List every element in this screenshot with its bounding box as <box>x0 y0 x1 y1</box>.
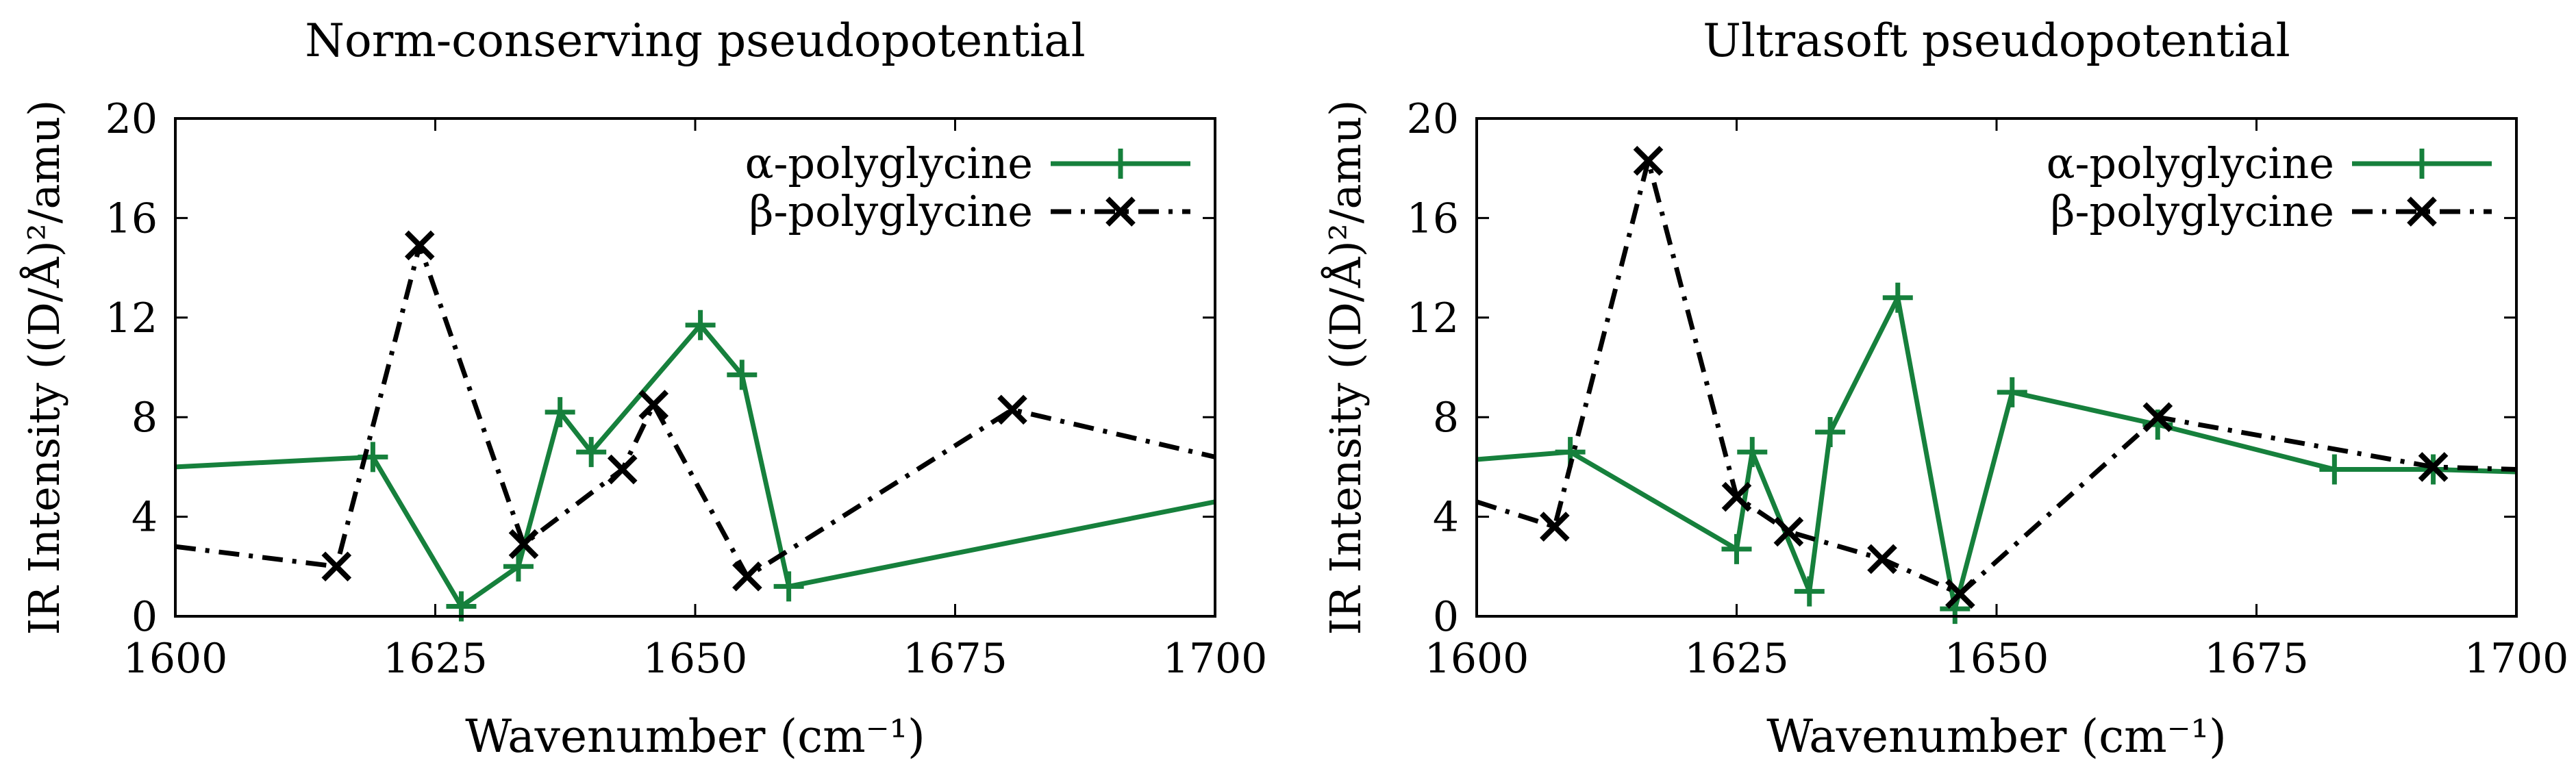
ultrasoft-beta-series-point-2 <box>1633 145 1664 176</box>
ultrasoft-beta-series-point-7 <box>2142 402 2173 433</box>
y-tick-label: 4 <box>132 494 158 542</box>
norm-conserving-chart: Norm-conserving pseudopotential 1600 1625 1… <box>19 14 1267 763</box>
norm-conserving-alpha-series-line <box>175 323 1215 609</box>
ultrasoft-beta-legend-label: β-polyglycine <box>2051 186 2334 236</box>
ultrasoft-beta-series-point-3 <box>1721 481 1752 512</box>
ultrasoft-alpha-series-point-3 <box>1737 437 1768 468</box>
x-tick-label: 1675 <box>903 635 1008 683</box>
x-tick-label: 1600 <box>123 635 228 683</box>
ultrasoft-chart-title: Ultrasoft pseudopotential <box>1703 14 2290 67</box>
norm-conserving-beta-series-point-5 <box>638 390 669 420</box>
y-tick-label: 16 <box>105 194 158 242</box>
ultrasoft-beta-series-point-8 <box>2418 452 2449 482</box>
ultrasoft-alpha-legend-marker-point-0 <box>2407 149 2437 179</box>
x-tick-label: 1700 <box>2464 635 2569 683</box>
y-tick-label: 12 <box>1407 294 1459 342</box>
y-tick-label: 20 <box>1407 95 1459 143</box>
ultrasoft-alpha-series-point-4 <box>1794 576 1825 607</box>
norm-conserving-beta-series-point-6 <box>732 562 762 592</box>
norm-conserving-y-axis-label: IR Intensity ((D/Å)²/amu) <box>19 100 69 635</box>
norm-conserving-x-axis-label: Wavenumber (cm⁻¹) <box>465 710 925 763</box>
x-tick-label: 1600 <box>1425 635 1529 683</box>
y-tick-label: 8 <box>132 394 158 442</box>
norm-conserving-beta-legend-marker-point-0 <box>1105 197 1136 227</box>
y-tick-label: 20 <box>105 95 158 143</box>
y-tick-label: 0 <box>1433 593 1459 641</box>
ultrasoft-plot-frame <box>1475 117 2518 618</box>
y-tick-label: 4 <box>1433 494 1459 542</box>
norm-conserving-alpha-legend-marker-point-0 <box>1105 149 1136 179</box>
x-tick-label: 1650 <box>1944 635 2049 683</box>
ultrasoft-beta-series-point-4 <box>1773 516 1804 547</box>
norm-conserving-beta-series-point-1 <box>321 551 352 582</box>
x-tick-label: 1675 <box>2204 635 2309 683</box>
norm-conserving-beta-legend-label: β-polyglycine <box>749 186 1033 236</box>
ultrasoft-alpha-series-point-8 <box>1997 377 2027 407</box>
norm-conserving-alpha-series-point-4 <box>545 396 575 427</box>
norm-conserving-beta-series-point-7 <box>997 394 1027 425</box>
ultrasoft-x-axis-label: Wavenumber (cm⁻¹) <box>1766 710 2227 763</box>
x-tick-label: 1650 <box>643 635 748 683</box>
norm-conserving-chart-title: Norm-conserving pseudopotential <box>305 14 1086 67</box>
norm-conserving-alpha-legend-label: α-polyglycine <box>745 138 1033 188</box>
norm-conserving-alpha-series-point-7 <box>727 360 758 390</box>
ultrasoft-alpha-series-point-2 <box>1721 533 1752 564</box>
norm-conserving-beta-series-point-4 <box>607 454 638 485</box>
y-tick-label: 12 <box>105 294 158 342</box>
norm-conserving-plot-frame <box>174 117 1216 618</box>
ultrasoft-alpha-legend-label: α-polyglycine <box>2047 138 2334 188</box>
norm-conserving-alpha-series-point-6 <box>685 310 716 340</box>
norm-conserving-alpha-series-point-3 <box>503 551 534 582</box>
ultrasoft-alpha-series-point-6 <box>1882 282 1913 313</box>
ultrasoft-beta-series-point-6 <box>1945 579 1975 609</box>
y-tick-label: 16 <box>1407 194 1459 242</box>
ultrasoft-y-axis-label: IR Intensity ((D/Å)²/amu) <box>1321 100 1371 635</box>
ultrasoft-chart: Ultrasoft pseudopotential 1600 1625 1650 167… <box>1321 14 2568 763</box>
x-tick-label: 1625 <box>1684 635 1789 683</box>
ultrasoft-alpha-series-point-10 <box>2319 454 2350 485</box>
ultrasoft-beta-series-point-5 <box>1867 544 1897 575</box>
x-tick-label: 1700 <box>1163 635 1268 683</box>
y-tick-label: 0 <box>132 593 158 641</box>
ultrasoft-beta-series-point-1 <box>1540 512 1570 542</box>
ultrasoft-beta-series-line <box>1477 158 2516 596</box>
y-tick-label: 8 <box>1433 394 1459 442</box>
norm-conserving-alpha-series-point-5 <box>576 437 607 468</box>
norm-conserving-alpha-series-point-8 <box>773 571 804 602</box>
x-tick-label: 1625 <box>383 635 488 683</box>
ultrasoft-alpha-series-point-5 <box>1815 417 1846 448</box>
norm-conserving-beta-series-point-2 <box>404 230 435 261</box>
ultrasoft-beta-legend-marker-point-0 <box>2407 197 2437 227</box>
norm-conserving-beta-series-point-3 <box>508 529 539 559</box>
